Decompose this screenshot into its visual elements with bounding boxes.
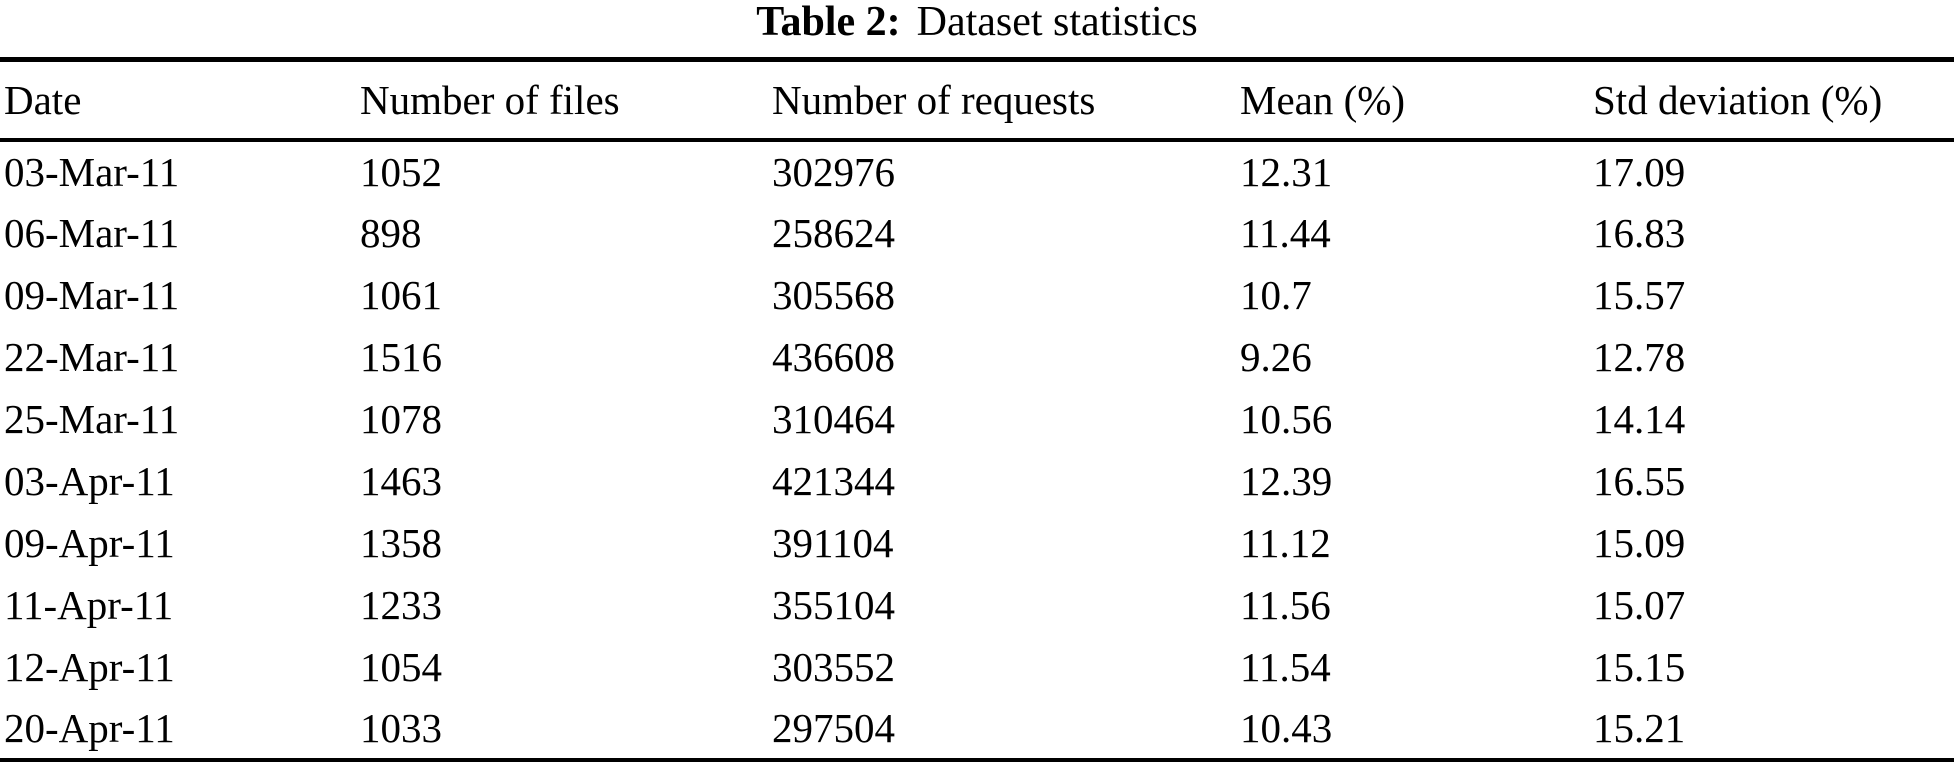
- cell-number-of-requests: 305568: [772, 271, 895, 318]
- cell-number-of-files: 898: [360, 209, 422, 256]
- cell-std-deviation: 15.15: [1593, 643, 1686, 690]
- cell-number-of-files: 1463: [360, 457, 442, 504]
- table-row: 25-Mar-11 1078 310464 10.56 14.14: [0, 388, 1954, 450]
- cell-number-of-files: 1358: [360, 519, 442, 566]
- cell-number-of-requests: 421344: [772, 457, 895, 504]
- column-header-number-of-files: Number of files: [360, 76, 620, 123]
- cell-number-of-files: 1233: [360, 581, 442, 628]
- cell-mean: 12.39: [1240, 457, 1333, 504]
- column-header-mean: Mean (%): [1240, 76, 1406, 123]
- dataset-statistics-table: Date Number of files Number of requests …: [0, 57, 1954, 762]
- cell-number-of-requests: 355104: [772, 581, 895, 628]
- cell-mean: 10.56: [1240, 395, 1333, 442]
- cell-date: 20-Apr-11: [4, 704, 175, 751]
- cell-std-deviation: 15.07: [1593, 581, 1686, 628]
- table-row: 06-Mar-11 898 258624 11.44 16.83: [0, 202, 1954, 264]
- cell-std-deviation: 12.78: [1593, 333, 1686, 380]
- cell-mean: 11.44: [1240, 209, 1331, 256]
- cell-number-of-files: 1516: [360, 333, 442, 380]
- cell-number-of-files: 1078: [360, 395, 442, 442]
- cell-mean: 9.26: [1240, 333, 1312, 380]
- caption-text: Dataset statistics: [916, 0, 1198, 45]
- cell-mean: 11.56: [1240, 581, 1331, 628]
- cell-number-of-requests: 258624: [772, 209, 895, 256]
- cell-std-deviation: 17.09: [1593, 148, 1686, 195]
- cell-date: 09-Apr-11: [4, 519, 175, 566]
- cell-mean: 11.54: [1240, 643, 1331, 690]
- cell-date: 11-Apr-11: [4, 581, 174, 628]
- cell-number-of-files: 1052: [360, 148, 442, 195]
- cell-number-of-files: 1033: [360, 704, 442, 751]
- cell-number-of-requests: 303552: [772, 643, 895, 690]
- cell-number-of-files: 1061: [360, 271, 442, 318]
- table-row: 12-Apr-11 1054 303552 11.54 15.15: [0, 636, 1954, 698]
- cell-date: 03-Apr-11: [4, 457, 175, 504]
- caption-label: Table 2:: [756, 0, 901, 45]
- cell-number-of-requests: 297504: [772, 704, 895, 751]
- cell-std-deviation: 15.09: [1593, 519, 1686, 566]
- cell-date: 06-Mar-11: [4, 209, 180, 256]
- cell-date: 03-Mar-11: [4, 148, 180, 195]
- cell-date: 09-Mar-11: [4, 271, 180, 318]
- cell-number-of-requests: 310464: [772, 395, 895, 442]
- cell-mean: 12.31: [1240, 148, 1333, 195]
- column-header-date: Date: [4, 76, 82, 123]
- table-row: 20-Apr-11 1033 297504 10.43 15.21: [0, 698, 1954, 760]
- cell-number-of-requests: 436608: [772, 333, 895, 380]
- table-row: 03-Apr-11 1463 421344 12.39 16.55: [0, 450, 1954, 512]
- table-row: 03-Mar-11 1052 302976 12.31 17.09: [0, 140, 1954, 202]
- cell-std-deviation: 15.21: [1593, 704, 1686, 751]
- cell-number-of-requests: 302976: [772, 148, 895, 195]
- table-caption: Table 2: Dataset statistics: [0, 0, 1954, 46]
- table-row: 09-Mar-11 1061 305568 10.7 15.57: [0, 264, 1954, 326]
- cell-mean: 10.43: [1240, 704, 1333, 751]
- cell-number-of-requests: 391104: [772, 519, 894, 566]
- cell-std-deviation: 14.14: [1593, 395, 1686, 442]
- cell-std-deviation: 16.83: [1593, 209, 1686, 256]
- table-row: 11-Apr-11 1233 355104 11.56 15.07: [0, 574, 1954, 636]
- cell-std-deviation: 16.55: [1593, 457, 1686, 504]
- table-row: 09-Apr-11 1358 391104 11.12 15.09: [0, 512, 1954, 574]
- cell-std-deviation: 15.57: [1593, 271, 1686, 318]
- column-header-number-of-requests: Number of requests: [772, 76, 1096, 123]
- cell-date: 25-Mar-11: [4, 395, 180, 442]
- cell-mean: 10.7: [1240, 271, 1312, 318]
- table-row: 22-Mar-11 1516 436608 9.26 12.78: [0, 326, 1954, 388]
- column-header-std-deviation: Std deviation (%): [1593, 76, 1883, 123]
- cell-date: 22-Mar-11: [4, 333, 180, 380]
- table-header-row: Date Number of files Number of requests …: [0, 60, 1954, 140]
- cell-number-of-files: 1054: [360, 643, 442, 690]
- cell-mean: 11.12: [1240, 519, 1331, 566]
- cell-date: 12-Apr-11: [4, 643, 175, 690]
